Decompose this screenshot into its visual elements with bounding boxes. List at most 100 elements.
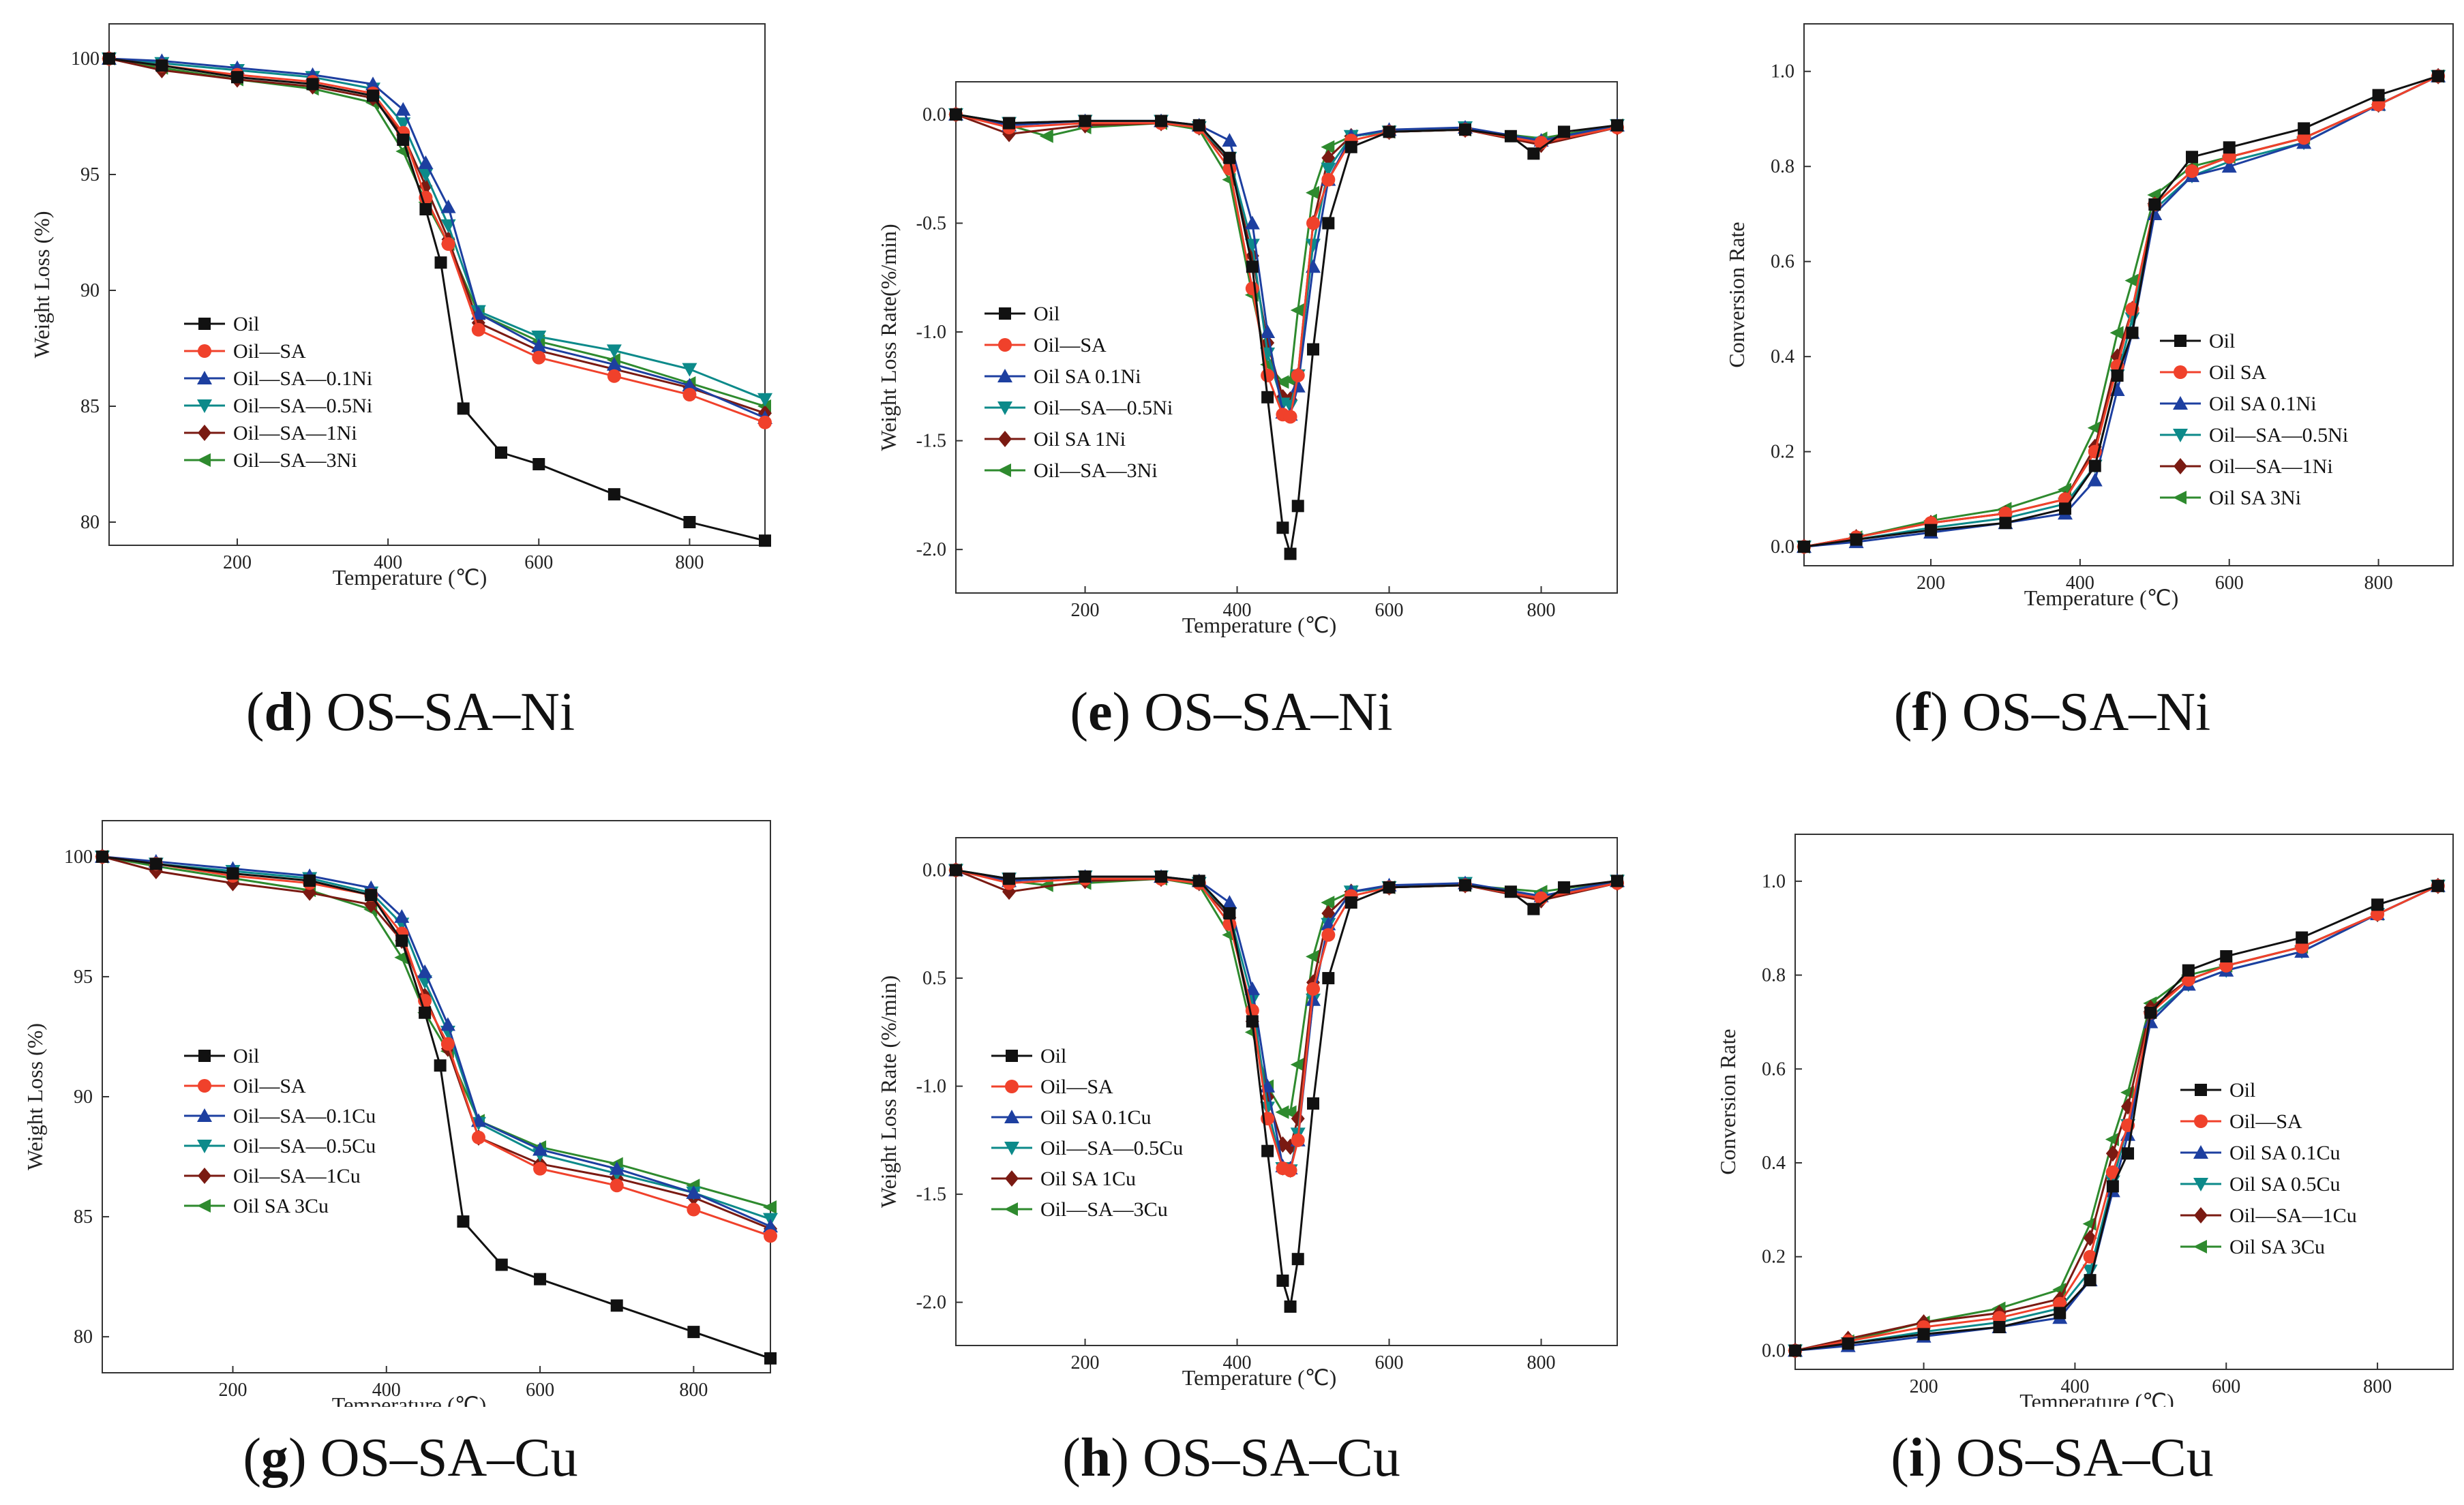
caption-h: (h) OS–SA–Cu [1062, 1428, 1400, 1488]
data-point [1003, 117, 1016, 130]
series-x3 [1788, 879, 2444, 1358]
data-point [763, 1219, 778, 1233]
data-point [2221, 159, 2237, 173]
data-point [1306, 185, 1320, 200]
legend-marker [2193, 1240, 2207, 1253]
data-point [531, 338, 547, 352]
data-point [2058, 502, 2071, 515]
data-point [1223, 151, 1236, 164]
x-tick-label: 800 [1527, 600, 1556, 621]
data-point [2220, 950, 2233, 963]
x-tick-label: 200 [223, 552, 252, 573]
legend-label: Oil—SA—0.5Cu [1040, 1137, 1183, 1159]
x-tick-label: 400 [2066, 573, 2094, 594]
data-point [1321, 896, 1335, 910]
data-point [1283, 410, 1297, 424]
data-point [1223, 907, 1236, 919]
data-point [1383, 881, 1396, 894]
data-point [1245, 282, 1259, 296]
series-line [1803, 75, 2439, 548]
legend-label: Oil—SA—0.1Cu [233, 1105, 376, 1127]
data-point [367, 89, 380, 102]
series-x1 [949, 106, 1624, 408]
data-point [764, 1229, 777, 1243]
legend-marker [197, 1199, 211, 1213]
legend-label: Oil—SA—0.5Ni [233, 395, 372, 417]
y-tick-label: -1.5 [916, 431, 946, 452]
data-point [1244, 239, 1260, 253]
data-point [1290, 378, 1306, 393]
y-tick-label: 0.6 [1771, 252, 1794, 273]
data-point [2111, 369, 2124, 382]
data-point [434, 1059, 447, 1072]
data-point [2105, 1165, 2120, 1179]
data-point [1557, 125, 1570, 138]
data-point [306, 78, 319, 91]
legend-label: Oil SA [2209, 361, 2267, 384]
data-point [1459, 123, 1472, 136]
legend-label: Oil SA 0.1Cu [2229, 1142, 2341, 1164]
series-line [1803, 75, 2439, 548]
legend-label: Oil [233, 313, 259, 335]
x-tick-label: 200 [1071, 1352, 1100, 1373]
legend-label: Oil—SA [1040, 1076, 1113, 1098]
data-point [687, 1202, 701, 1217]
legend-marker [2174, 365, 2187, 379]
data-point [471, 322, 485, 337]
data-point [2143, 1014, 2159, 1029]
data-point [440, 199, 456, 213]
legend-label: Oil—SA—0.5Ni [1034, 397, 1173, 419]
legend-label: Oil [2229, 1079, 2255, 1101]
caption-i: (i) OS–SA–Cu [1891, 1428, 2214, 1488]
legend-label: Oil—SA [2229, 1110, 2302, 1133]
legend-label: Oil SA 1Cu [1040, 1168, 1136, 1190]
y-tick-label: -0.5 [916, 213, 946, 234]
y-tick-label: 0.4 [1771, 346, 1794, 367]
data-point [1284, 547, 1297, 560]
legend-marker [198, 344, 211, 358]
legend-marker [998, 431, 1012, 447]
data-point [759, 534, 771, 547]
legend-label: Oil SA 0.1Ni [2209, 393, 2317, 415]
data-point [534, 1273, 547, 1286]
data-point [2371, 898, 2384, 911]
legend-label: Oil [2209, 330, 2235, 352]
x-tick-label: 600 [1375, 600, 1404, 621]
y-tick-label: 85 [74, 1206, 93, 1228]
series-x3 [95, 849, 777, 1214]
data-point [1155, 115, 1168, 127]
legend-marker [1004, 1202, 1018, 1216]
data-point [1003, 872, 1016, 885]
legend-marker [197, 1140, 212, 1153]
series-SA [95, 849, 777, 1243]
y-tick-label: 90 [80, 280, 100, 301]
data-point [532, 350, 546, 365]
series-line [1794, 885, 2439, 1352]
data-point [1321, 140, 1335, 154]
data-point [419, 1006, 432, 1019]
chart-i: 200 400 600 800 0.0 0.2 0.4 0.6 0.8 1.0 Temperatur… [1715, 834, 2454, 1407]
y-axis-label: Weight Loss (%) [29, 211, 54, 358]
legend-label: Oil SA 0.5Cu [2229, 1173, 2341, 1196]
data-point [1993, 1321, 2006, 1334]
y-tick-label: 0.8 [1762, 965, 1786, 986]
chart-g: 200 400 600 800 80 85 90 95 100 Temperature (℃) We… [22, 820, 778, 1407]
data-point [1155, 870, 1168, 883]
data-point [394, 950, 408, 964]
data-point [2105, 1145, 2120, 1162]
series-line [955, 113, 1618, 408]
x-tick-label: 200 [1071, 600, 1100, 621]
data-point [1321, 172, 1336, 187]
data-point [2088, 459, 2101, 472]
x-axis-label: Temperature (℃) [1182, 613, 1336, 637]
series-Oil [1789, 879, 2444, 1357]
data-point [1557, 881, 1570, 894]
legend-marker [197, 371, 212, 384]
x-tick-label: 400 [372, 1380, 401, 1401]
legend-label: Oil—SA [233, 340, 306, 363]
legend-marker [2193, 1178, 2208, 1191]
data-point [434, 256, 447, 269]
data-point [757, 393, 772, 407]
legend-label: Oil SA 3Cu [233, 1195, 329, 1217]
data-point [2223, 141, 2236, 154]
